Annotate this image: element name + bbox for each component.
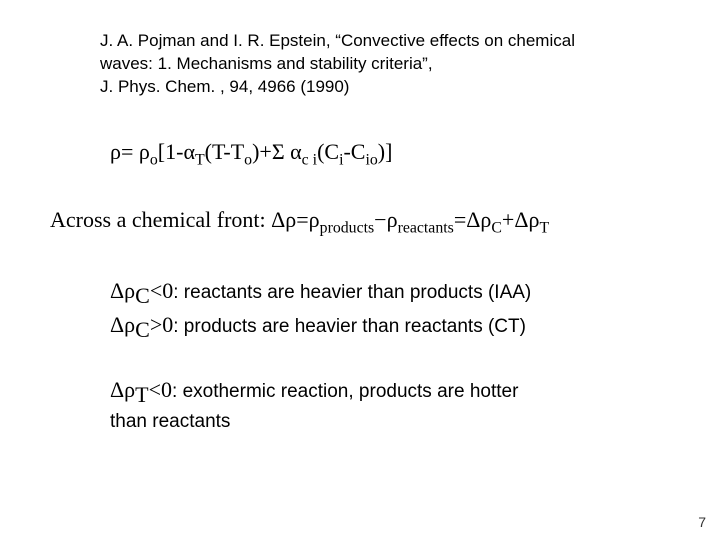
rho-c-pos-text: : products are heavier than reactants (C… [173, 316, 526, 337]
equation-density: ρ= ρo[1-αT(T-To)+Σ αc i(Ci-Cio)] [110, 139, 680, 169]
eq1-p1: ρ= ρ [110, 139, 150, 164]
across-p3: =Δρ [454, 207, 492, 232]
rho-c-neg-sub: C [135, 282, 150, 307]
rho-c-neg-symbol: Δρ [110, 278, 135, 303]
rho-c-pos-sub: C [135, 317, 150, 342]
eq1-p2-sub: T [195, 151, 205, 168]
across-p1-sub: products [320, 220, 375, 237]
rho-t-text-1: : exothermic reaction, products are hott… [172, 381, 518, 402]
rho-t-sub: T [135, 381, 148, 406]
across-p1: Δρ=ρ [271, 207, 320, 232]
case-rho-c: ΔρC<0: reactants are heavier than produc… [110, 276, 680, 345]
citation-line-1: J. A. Pojman and I. R. Epstein, “Convect… [100, 31, 575, 50]
eq1-p4-sub: c i [302, 151, 317, 168]
rho-t-symbol: Δρ [110, 377, 135, 402]
rho-c-neg-text: : reactants are heavier than products (I… [173, 282, 531, 303]
citation-line-3: J. Phys. Chem. , 94, 4966 (1990) [100, 77, 349, 96]
rho-c-neg-cond: <0 [150, 278, 173, 303]
eq1-p2: [1-α [158, 139, 195, 164]
eq1-p1-sub: o [150, 151, 158, 168]
across-label: Across a chemical front: [50, 207, 271, 232]
across-p3-sub: C [491, 220, 502, 237]
rho-c-pos-cond: >0 [150, 312, 173, 337]
eq1-p7: )] [378, 139, 393, 164]
eq1-p4: )+Σ α [252, 139, 302, 164]
citation-line-2: waves: 1. Mechanisms and stability crite… [100, 54, 433, 73]
page-number: 7 [698, 514, 706, 530]
eq1-p3: (T-T [205, 139, 245, 164]
across-p2: −ρ [374, 207, 397, 232]
eq1-p6: -C [343, 139, 365, 164]
eq1-p5: (C [317, 139, 339, 164]
rho-c-pos-symbol: Δρ [110, 312, 135, 337]
eq1-p3-sub: o [244, 151, 252, 168]
case-rho-t: ΔρT<0: exothermic reaction, products are… [110, 375, 680, 435]
across-p4: +Δρ [502, 207, 540, 232]
across-front-line: Across a chemical front: Δρ=ρproducts−ρr… [50, 207, 680, 237]
across-p4-sub: T [539, 220, 549, 237]
citation-block: J. A. Pojman and I. R. Epstein, “Convect… [100, 30, 680, 99]
eq1-p6-sub: io [365, 151, 377, 168]
rho-t-text-2: than reactants [110, 411, 230, 432]
rho-t-cond: <0 [149, 377, 172, 402]
across-p2-sub: reactants [398, 220, 454, 237]
